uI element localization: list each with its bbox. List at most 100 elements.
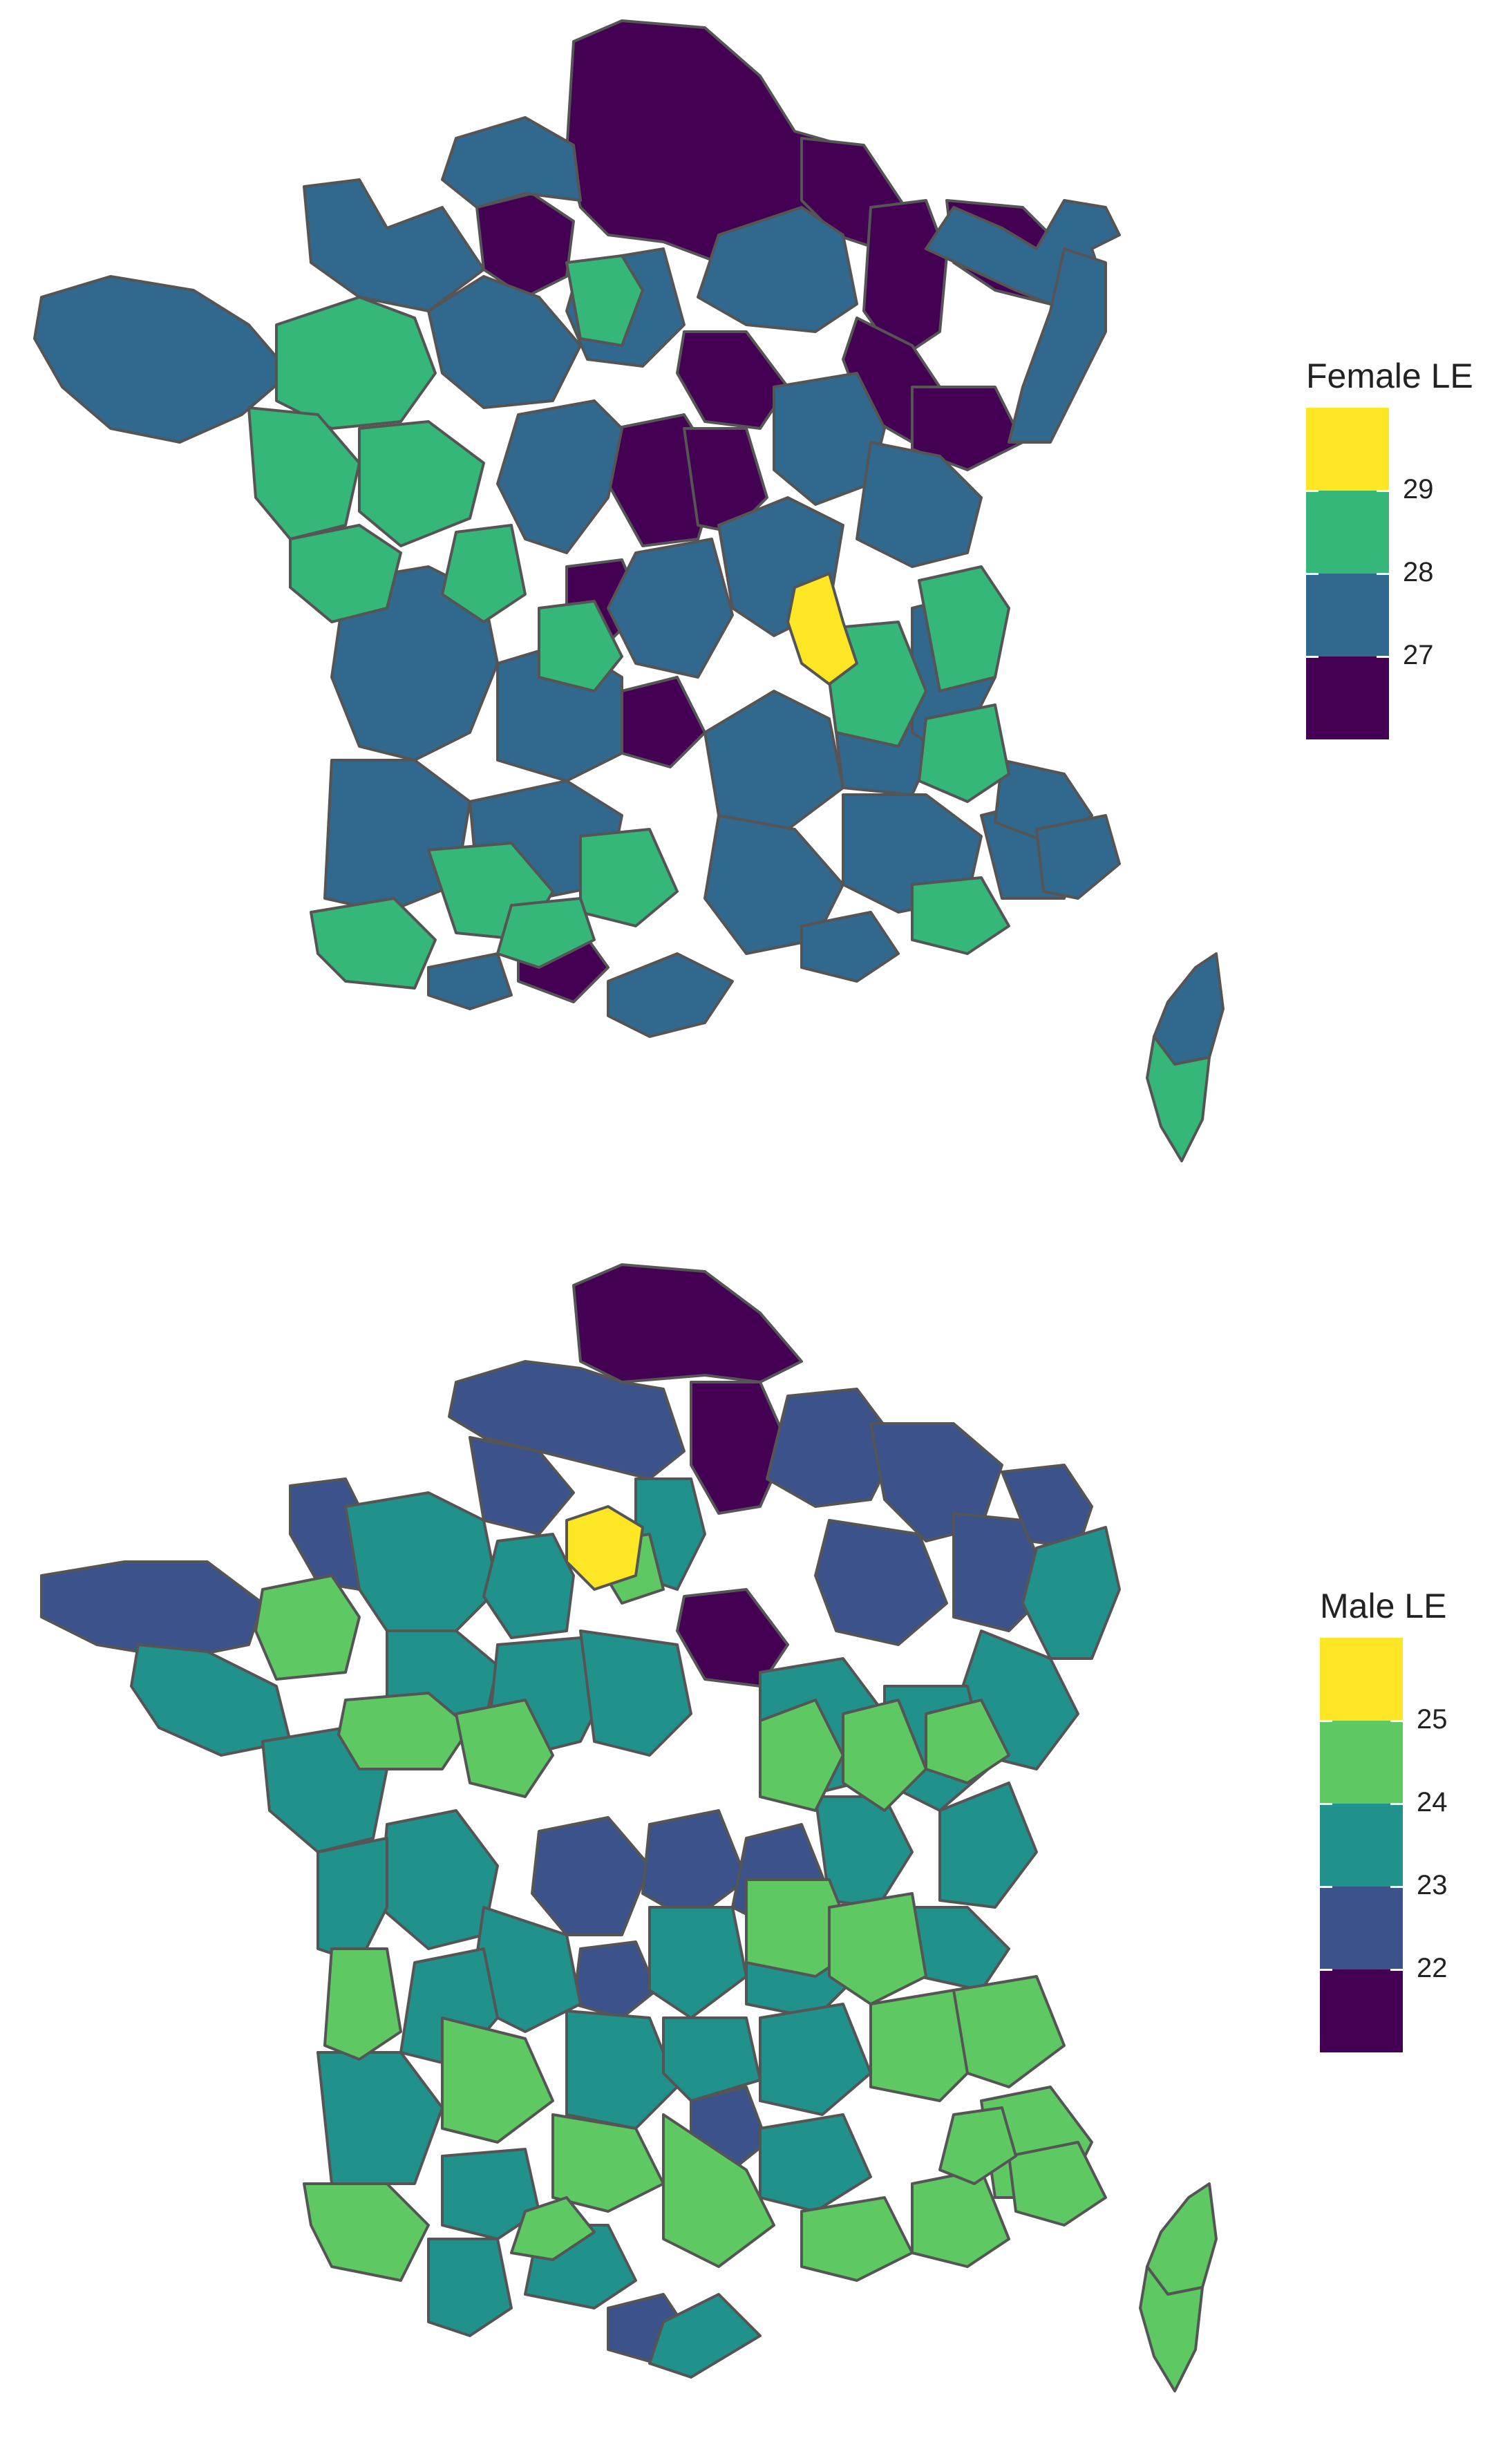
department (828, 1892, 927, 2005)
department (918, 703, 1010, 803)
legend-swatch (1306, 491, 1389, 574)
corsica (1139, 2182, 1218, 2392)
legend-tick-mark (1390, 1803, 1403, 1805)
legend-swatch (1320, 1721, 1403, 1804)
department (662, 2016, 762, 2102)
department (1008, 2141, 1107, 2227)
department (482, 1533, 575, 1639)
male-legend: Male LE 25 24 23 22 (1320, 1586, 1500, 2084)
legend-tick-mark (1320, 1969, 1332, 1971)
department (621, 676, 706, 768)
department (1035, 814, 1121, 900)
department (690, 1381, 789, 1515)
department (344, 1491, 499, 1632)
department (662, 2113, 775, 2268)
legend-tick-label: 28 (1403, 557, 1434, 587)
department (869, 1989, 983, 2102)
department (911, 1906, 1010, 1992)
department (607, 538, 734, 679)
department (800, 2196, 914, 2282)
department (358, 420, 485, 547)
department (441, 2148, 540, 2240)
department (427, 275, 582, 409)
department (607, 952, 734, 1038)
department (531, 1816, 651, 1936)
department (469, 1436, 575, 1536)
female-choropleth-map (33, 19, 1225, 1162)
department (303, 2182, 430, 2282)
department (938, 1782, 1038, 1909)
legend-title: Male LE (1320, 1587, 1447, 1625)
department (697, 206, 858, 333)
department (641, 1809, 748, 1922)
legend-swatch (1306, 656, 1389, 739)
legend-tick-mark (1306, 490, 1319, 492)
legend-swatch (1320, 1804, 1403, 1887)
legend-tick-label: 22 (1417, 1953, 1448, 1983)
department (676, 330, 789, 430)
department (427, 952, 513, 1010)
department (648, 1906, 748, 2019)
legend-tick-mark (1306, 573, 1319, 575)
department (337, 1692, 471, 1770)
department (1001, 1464, 1093, 1549)
department (441, 116, 582, 209)
department (427, 2238, 513, 2337)
department (441, 524, 527, 623)
legend-swatch (1320, 1969, 1403, 2052)
department (1146, 2182, 1218, 2296)
legend-tick-mark (1390, 1969, 1403, 1971)
department (572, 1940, 658, 2019)
legend-swatch (1306, 574, 1389, 656)
department (551, 2113, 665, 2213)
department (1139, 2265, 1204, 2392)
legend-tick-mark (1320, 1886, 1332, 1888)
department (310, 897, 437, 990)
male-choropleth-map (40, 1263, 1218, 2392)
department (703, 690, 844, 831)
department (538, 600, 623, 692)
department (510, 2196, 596, 2261)
department (759, 2003, 872, 2116)
legend-tick-mark (1377, 573, 1389, 575)
department (579, 1629, 692, 1757)
legend-tick-label: 29 (1403, 474, 1434, 504)
department (572, 1263, 803, 1383)
department (448, 1360, 686, 1480)
department (565, 2010, 679, 2130)
department (925, 1699, 1010, 1784)
department (1153, 952, 1225, 1066)
legend-tick-mark (1390, 1886, 1403, 1888)
department (579, 828, 679, 927)
legend-tick-mark (1320, 1803, 1332, 1805)
female-map-panel: Female LE 29 28 27 (0, 0, 1512, 1202)
legend-tick-label: 23 (1417, 1870, 1448, 1900)
department (759, 2113, 872, 2213)
legend-tick-label: 25 (1417, 1704, 1448, 1735)
legend-tick-mark (1306, 656, 1319, 658)
legend-tick-mark (1320, 1720, 1332, 1722)
legend-tick-mark (1377, 656, 1389, 658)
department (441, 2016, 554, 2144)
department (911, 386, 1024, 471)
legend-swatch (1306, 408, 1389, 491)
department (455, 1699, 554, 1798)
male-map-panel: Male LE 25 24 23 22 (0, 1216, 1512, 2447)
department (40, 1560, 264, 1660)
department (911, 876, 1010, 955)
department (496, 399, 623, 554)
department (33, 275, 292, 444)
legend-title: Female LE (1306, 357, 1473, 395)
department (1146, 1035, 1211, 1162)
department (786, 572, 858, 686)
department (938, 2106, 1017, 2185)
department (316, 1837, 388, 1964)
department (496, 897, 596, 969)
department (814, 1519, 948, 1646)
department (856, 441, 983, 568)
legend-tick-label: 27 (1403, 640, 1434, 670)
department (323, 1947, 402, 2061)
department (759, 1699, 844, 1812)
department (800, 911, 900, 983)
legend-tick-label: 24 (1417, 1787, 1448, 1817)
